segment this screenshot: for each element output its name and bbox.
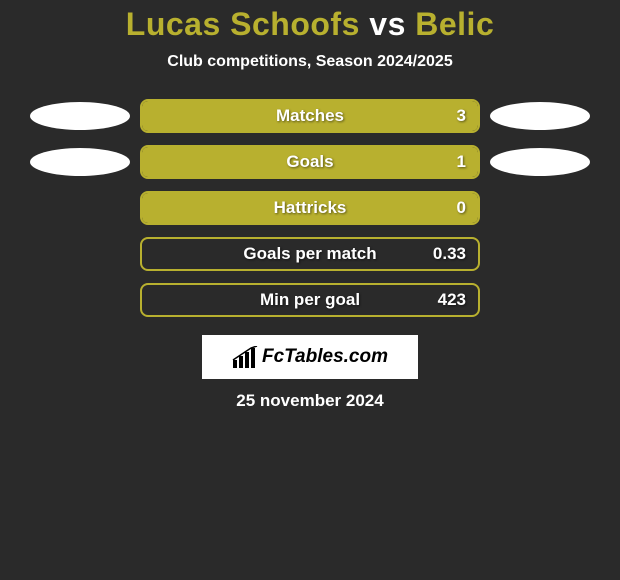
player2-oval (490, 102, 590, 130)
left-oval-slot (20, 148, 140, 176)
stat-value: 1 (457, 152, 466, 172)
right-oval-slot (480, 102, 600, 130)
stat-label: Hattricks (142, 198, 478, 218)
stat-row: Hattricks0 (0, 191, 620, 225)
stat-bar: Goals per match0.33 (140, 237, 480, 271)
snapshot-date: 25 november 2024 (0, 391, 620, 411)
stat-row: Min per goal423 (0, 283, 620, 317)
stat-label: Matches (142, 106, 478, 126)
player1-oval (30, 148, 130, 176)
title: Lucas Schoofs vs Belic (0, 6, 620, 43)
stat-row: Matches3 (0, 99, 620, 133)
stat-bar: Hattricks0 (140, 191, 480, 225)
vs-separator: vs (369, 6, 406, 42)
stat-value: 3 (457, 106, 466, 126)
stat-label: Goals per match (142, 244, 478, 264)
stat-row: Goals1 (0, 145, 620, 179)
player2-oval (490, 148, 590, 176)
stat-bar: Matches3 (140, 99, 480, 133)
source-logo: FcTables.com (202, 335, 418, 379)
stat-label: Min per goal (142, 290, 478, 310)
stat-value: 0.33 (433, 244, 466, 264)
bars-icon (232, 346, 258, 368)
left-oval-slot (20, 102, 140, 130)
player1-oval (30, 102, 130, 130)
stat-value: 0 (457, 198, 466, 218)
right-oval-slot (480, 148, 600, 176)
stat-bar: Goals1 (140, 145, 480, 179)
stats-comparison-card: Lucas Schoofs vs Belic Club competitions… (0, 0, 620, 411)
source-logo-text: FcTables.com (262, 346, 388, 368)
subtitle: Club competitions, Season 2024/2025 (0, 53, 620, 71)
stat-rows: Matches3Goals1Hattricks0Goals per match0… (0, 99, 620, 317)
player2-name: Belic (415, 6, 494, 42)
stat-bar: Min per goal423 (140, 283, 480, 317)
stat-label: Goals (142, 152, 478, 172)
stat-row: Goals per match0.33 (0, 237, 620, 271)
stat-value: 423 (438, 290, 466, 310)
player1-name: Lucas Schoofs (126, 6, 360, 42)
